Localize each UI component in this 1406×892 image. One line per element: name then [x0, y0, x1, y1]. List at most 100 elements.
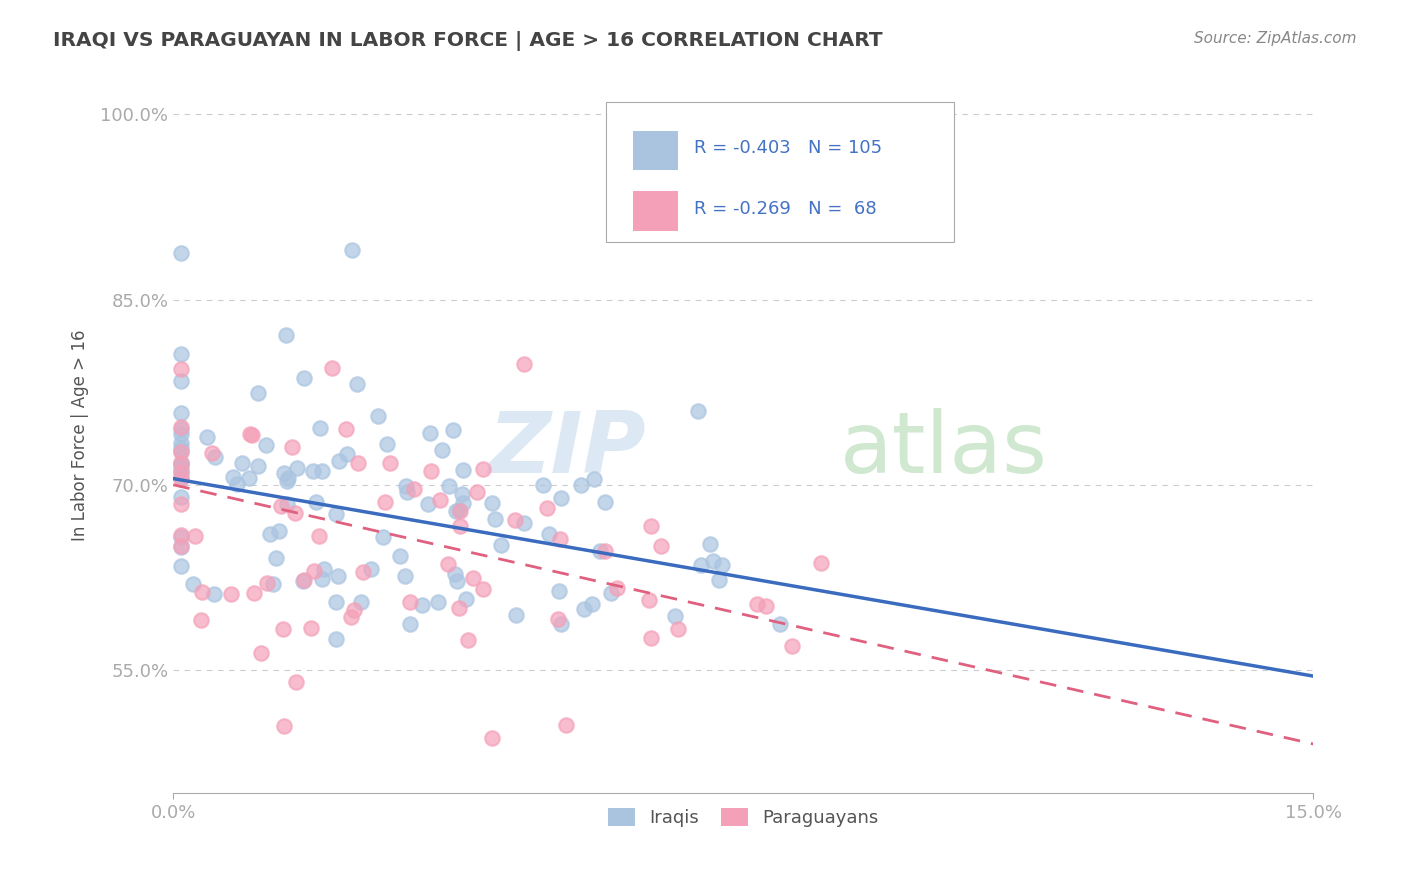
Point: [454, 591, 477, 606]
Point: [640, 631, 662, 645]
Point: [170, 497, 193, 511]
Point: [328, 453, 350, 467]
Point: [197, 430, 219, 444]
Point: [246, 385, 269, 400]
Point: [429, 493, 451, 508]
Point: [550, 491, 572, 505]
Text: Source: ZipAtlas.com: Source: ZipAtlas.com: [1194, 31, 1357, 46]
Point: [451, 463, 474, 477]
Point: [170, 419, 193, 434]
Text: R = -0.269   N =  68: R = -0.269 N = 68: [695, 201, 877, 219]
Point: [170, 472, 193, 486]
Point: [451, 496, 474, 510]
Point: [389, 549, 412, 563]
Point: [305, 495, 328, 509]
Point: [449, 601, 471, 615]
Point: [201, 446, 224, 460]
Point: [640, 519, 662, 533]
Point: [449, 503, 471, 517]
Point: [259, 526, 281, 541]
Point: [686, 404, 709, 418]
Point: [472, 582, 495, 596]
Point: [702, 554, 724, 568]
Point: [444, 566, 467, 581]
Point: [291, 574, 314, 589]
Point: [582, 472, 605, 486]
Point: [394, 478, 416, 492]
Point: [449, 518, 471, 533]
Point: [273, 467, 295, 481]
Point: [254, 438, 277, 452]
Point: [430, 442, 453, 457]
Point: [374, 495, 396, 509]
Point: [170, 530, 193, 544]
Point: [181, 576, 204, 591]
Text: atlas: atlas: [841, 409, 1047, 491]
Point: [309, 421, 332, 435]
Point: [395, 485, 418, 500]
Point: [375, 437, 398, 451]
Point: [595, 544, 617, 558]
Point: [538, 527, 561, 541]
Point: [170, 445, 193, 459]
Point: [416, 497, 439, 511]
Point: [536, 500, 558, 515]
Point: [276, 497, 298, 511]
Point: [449, 504, 471, 518]
Point: [769, 617, 792, 632]
Point: [238, 470, 260, 484]
Point: [170, 490, 193, 504]
Point: [284, 675, 307, 690]
Point: [446, 574, 468, 588]
Point: [170, 436, 193, 450]
Point: [595, 495, 617, 509]
Point: [325, 507, 347, 521]
Point: [170, 246, 193, 260]
Text: R = -0.403   N = 105: R = -0.403 N = 105: [695, 139, 883, 158]
FancyBboxPatch shape: [606, 103, 955, 242]
Point: [292, 370, 315, 384]
Point: [170, 422, 193, 436]
Point: [340, 243, 363, 257]
Point: [170, 406, 193, 420]
Bar: [633, 192, 678, 231]
Point: [170, 374, 193, 388]
Point: [426, 595, 449, 609]
Point: [312, 562, 335, 576]
Bar: [633, 130, 678, 170]
Point: [276, 475, 298, 489]
Text: ZIP: ZIP: [489, 409, 647, 491]
Point: [170, 465, 193, 479]
Point: [441, 423, 464, 437]
Point: [170, 528, 193, 542]
Point: [569, 478, 592, 492]
Point: [513, 516, 536, 530]
Point: [352, 565, 374, 579]
Point: [666, 622, 689, 636]
Point: [588, 543, 610, 558]
Point: [225, 477, 247, 491]
Point: [170, 444, 193, 458]
Point: [170, 540, 193, 554]
Point: [367, 409, 389, 423]
Point: [302, 564, 325, 578]
Point: [394, 569, 416, 583]
Point: [461, 571, 484, 585]
Point: [436, 557, 458, 571]
Point: [650, 539, 672, 553]
Point: [548, 584, 571, 599]
Legend: Iraqis, Paraguayans: Iraqis, Paraguayans: [600, 801, 886, 834]
Point: [335, 447, 357, 461]
Point: [574, 602, 596, 616]
Point: [302, 464, 325, 478]
Point: [699, 536, 721, 550]
Point: [170, 559, 193, 574]
Point: [325, 632, 347, 646]
Point: [270, 499, 292, 513]
Point: [292, 573, 315, 587]
Point: [402, 482, 425, 496]
Point: [239, 427, 262, 442]
Point: [249, 646, 271, 660]
Point: [240, 428, 263, 442]
Point: [398, 595, 420, 609]
